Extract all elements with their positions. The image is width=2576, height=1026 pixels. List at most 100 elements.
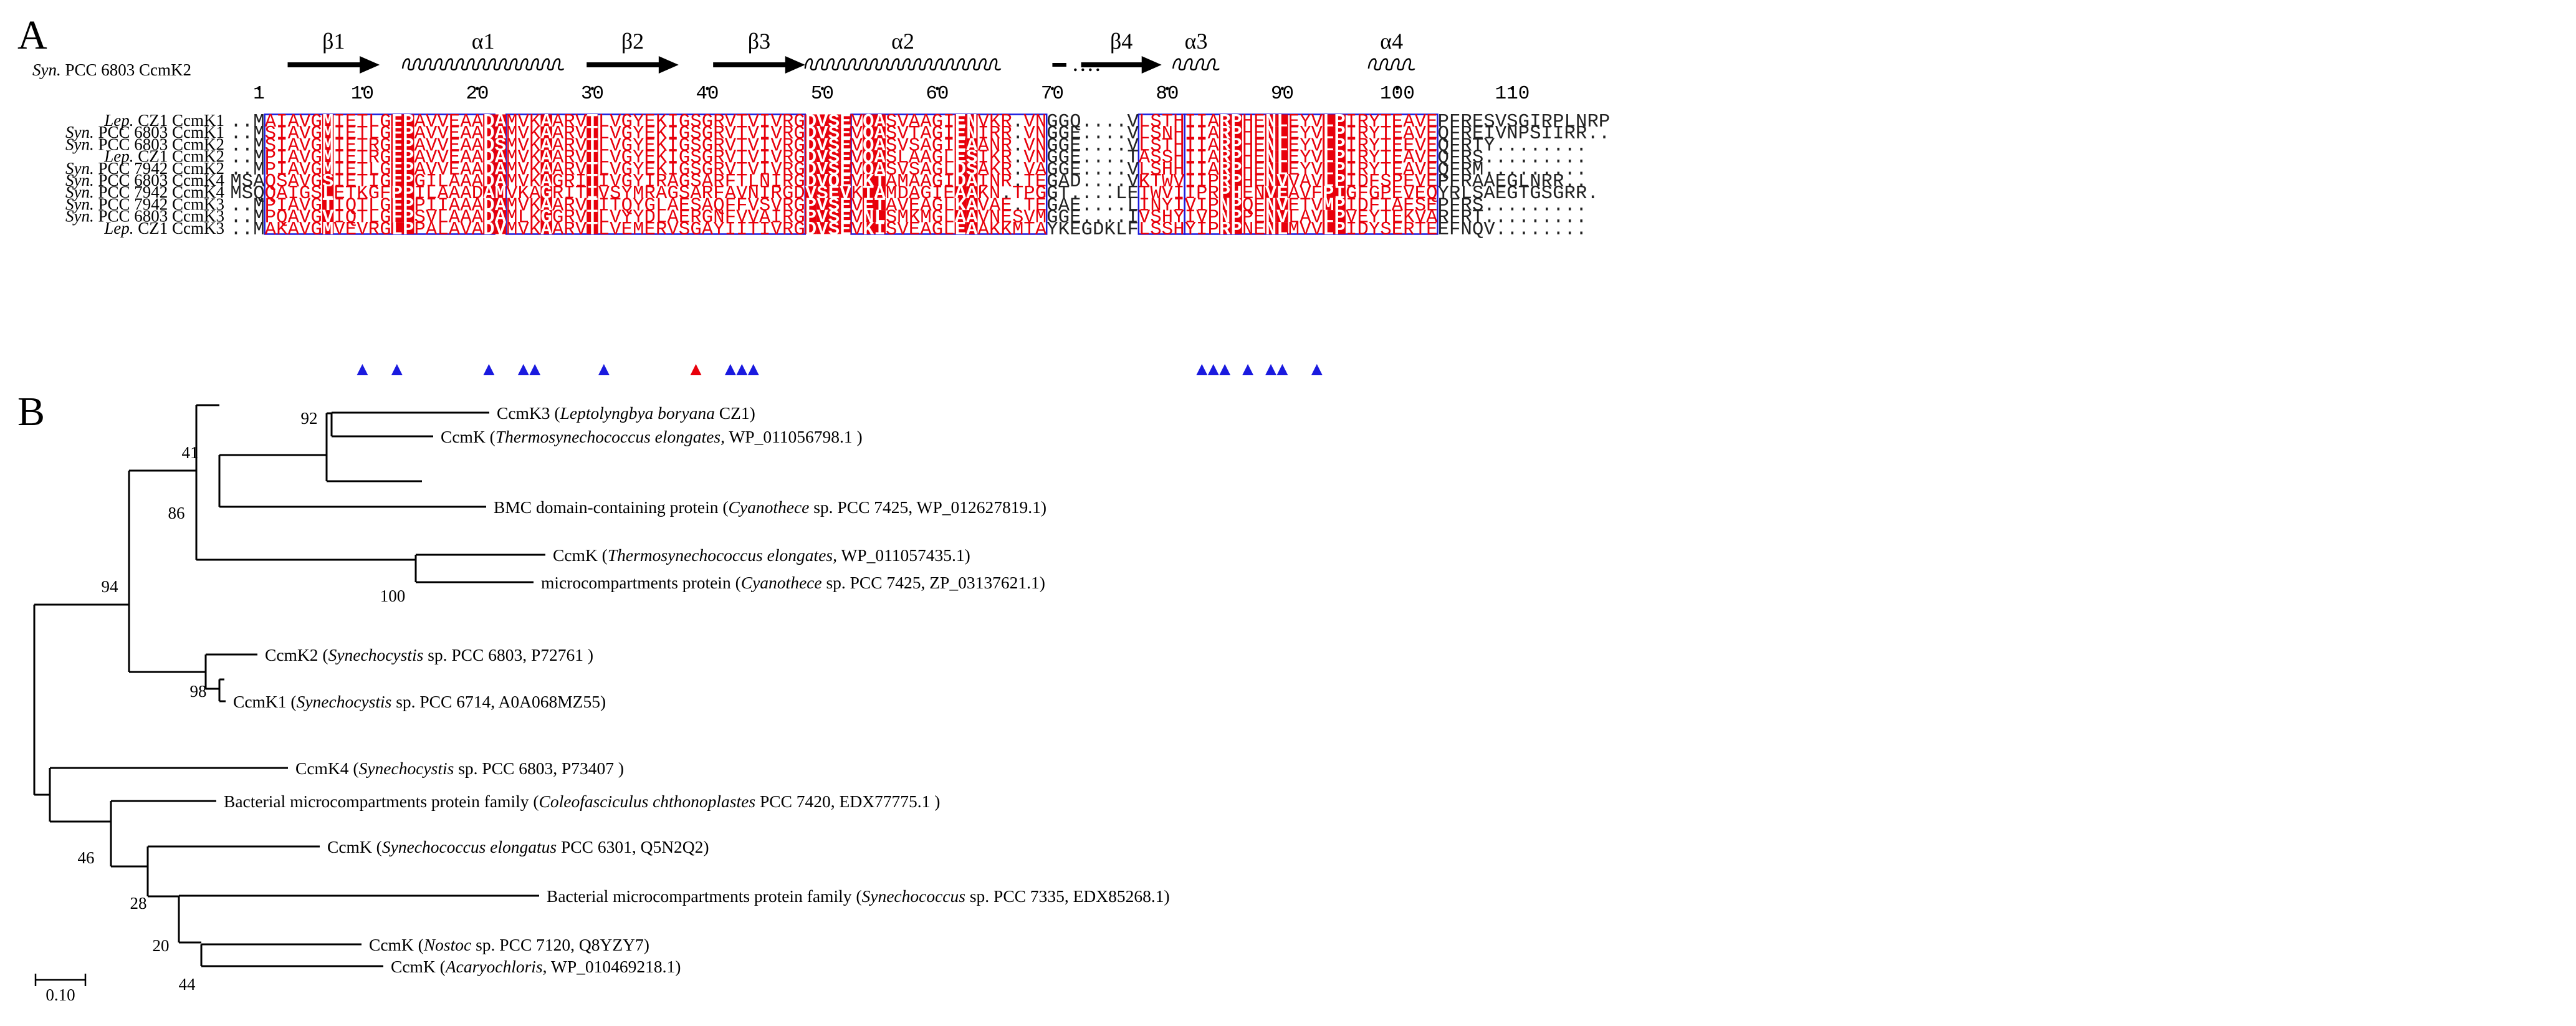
conserved-cell bbox=[966, 174, 978, 186]
residue: S bbox=[690, 160, 701, 181]
residue: E bbox=[1288, 112, 1300, 133]
residue: . bbox=[1553, 195, 1564, 216]
residue: A bbox=[920, 219, 932, 241]
residue: I bbox=[276, 112, 287, 133]
residue: T bbox=[587, 219, 598, 241]
residue: T bbox=[345, 183, 357, 204]
residue: M bbox=[253, 112, 264, 133]
residue: G bbox=[932, 148, 943, 169]
bootstrap-value: 94 bbox=[102, 577, 119, 596]
residue: V bbox=[816, 219, 828, 241]
residue-marker-blue bbox=[391, 364, 403, 375]
residue: P bbox=[265, 148, 276, 169]
conserved-cell bbox=[816, 114, 828, 127]
residue: A bbox=[1403, 148, 1415, 169]
residue: G bbox=[299, 183, 310, 204]
residue: . bbox=[1518, 208, 1530, 229]
conserved-cell bbox=[483, 210, 495, 223]
residue: G bbox=[1346, 183, 1357, 204]
sequence-name: Syn. PCC 7942 CcmK4 bbox=[65, 183, 225, 201]
residue: V bbox=[437, 148, 449, 169]
residue: N bbox=[989, 135, 1000, 156]
residue: G bbox=[644, 195, 656, 216]
residue: S bbox=[886, 123, 897, 145]
residue: Q bbox=[265, 171, 276, 193]
residue: N bbox=[989, 208, 1000, 229]
residue: T bbox=[1472, 135, 1483, 156]
residue: R bbox=[782, 135, 793, 156]
residue: V bbox=[1127, 160, 1139, 181]
residue: . bbox=[1093, 148, 1104, 169]
residue: . bbox=[1553, 219, 1564, 241]
conserved-cell bbox=[863, 114, 874, 127]
residue: T bbox=[736, 112, 747, 133]
residue-marker-blue bbox=[747, 364, 759, 375]
residue: K bbox=[357, 183, 368, 204]
residue: K bbox=[851, 183, 863, 204]
residue: V bbox=[426, 135, 438, 156]
residue: I bbox=[1173, 183, 1184, 204]
residue: V bbox=[1162, 183, 1174, 204]
residue: A bbox=[552, 123, 564, 145]
residue: R bbox=[1460, 208, 1472, 229]
conserved-cell bbox=[828, 198, 840, 211]
residue: I bbox=[288, 183, 299, 204]
ruler-label: 110 bbox=[1495, 83, 1530, 105]
residue: V bbox=[770, 135, 782, 156]
residue: . bbox=[1495, 208, 1506, 229]
residue: . bbox=[1081, 135, 1093, 156]
conserved-cell bbox=[540, 126, 552, 138]
residue: V bbox=[518, 160, 530, 181]
residue: G bbox=[1058, 160, 1070, 181]
conserved-cell bbox=[954, 138, 967, 151]
conserved-cell bbox=[403, 114, 414, 127]
residue: P bbox=[1599, 112, 1610, 133]
residue-marker-blue bbox=[1276, 364, 1288, 375]
residue: Q bbox=[1438, 123, 1449, 145]
residue: R bbox=[563, 208, 575, 229]
conserved-cell bbox=[1230, 126, 1242, 138]
residue: R bbox=[563, 160, 575, 181]
residue: E bbox=[679, 195, 690, 216]
conserved-cell bbox=[322, 114, 334, 127]
residue: L bbox=[391, 219, 403, 241]
residue: G bbox=[1058, 135, 1070, 156]
residue: L bbox=[368, 160, 380, 181]
residue: G bbox=[621, 123, 633, 145]
residue-marker-blue bbox=[517, 364, 529, 375]
residue: L bbox=[943, 160, 954, 181]
residue: S bbox=[1472, 183, 1483, 204]
tree-leaf-label: CcmK (Thermosynechococcus elongates, WP_… bbox=[441, 427, 863, 446]
residue: I bbox=[1346, 112, 1357, 133]
residue: . bbox=[1012, 135, 1023, 156]
residue: V bbox=[1415, 135, 1427, 156]
residue: E bbox=[1403, 135, 1414, 156]
residue: . bbox=[1104, 208, 1116, 229]
residue: L bbox=[368, 112, 380, 133]
residue: Y bbox=[1369, 123, 1380, 145]
residue: M bbox=[230, 183, 241, 204]
residue: S bbox=[1380, 171, 1391, 193]
residue: . bbox=[1518, 160, 1530, 181]
residue: I bbox=[276, 195, 287, 216]
residue: I bbox=[426, 171, 437, 193]
residue: N bbox=[1242, 219, 1253, 241]
residue: M bbox=[897, 208, 908, 229]
residue: T bbox=[1472, 208, 1483, 229]
residue: A bbox=[288, 219, 300, 241]
residue: I bbox=[426, 195, 437, 216]
alignment-row: Syn. PCC 7942 CcmK3.. M P I A V G T I Q T L G F P P I I A A… bbox=[65, 194, 1587, 216]
residue: V bbox=[1311, 219, 1323, 241]
residue: Y bbox=[633, 135, 644, 156]
residue: Q bbox=[1426, 183, 1437, 204]
residue-marker-blue bbox=[598, 364, 610, 375]
residue: T bbox=[1139, 183, 1150, 204]
residue: N bbox=[1506, 123, 1518, 145]
residue: V bbox=[299, 112, 311, 133]
residue: V bbox=[575, 195, 587, 216]
residue: . bbox=[1012, 112, 1023, 133]
sequence-name: Syn. PCC 6803 CcmK1 bbox=[65, 123, 224, 141]
residue: . bbox=[242, 148, 253, 169]
residue: . bbox=[242, 135, 253, 156]
residue: . bbox=[230, 135, 241, 156]
